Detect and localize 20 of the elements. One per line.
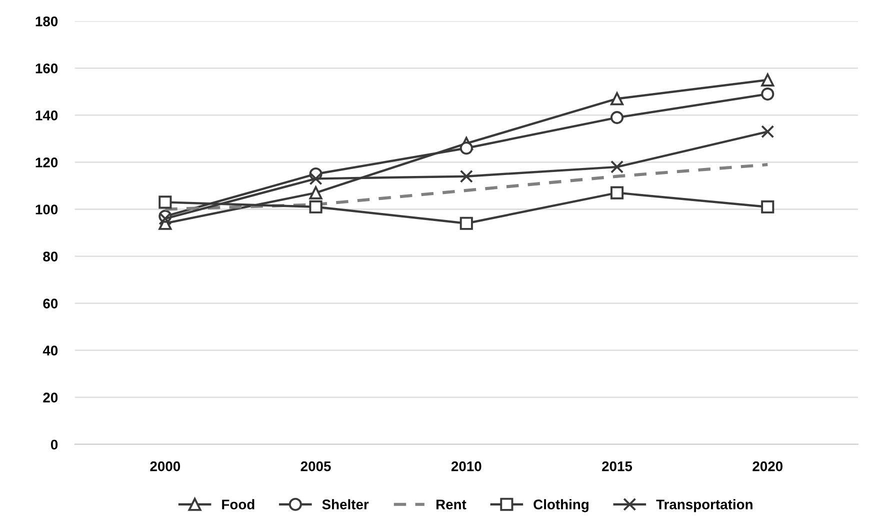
x-tick-label: 2015 xyxy=(602,461,632,472)
x-tick-label: 2020 xyxy=(752,461,783,472)
y-tick-label: 140 xyxy=(36,110,58,120)
y-tick-label: 180 xyxy=(36,16,58,26)
legend-label: Shelter xyxy=(322,499,369,510)
y-tick-label: 60 xyxy=(43,298,58,308)
y-tick-label: 40 xyxy=(42,346,58,356)
x-tick-label: 2000 xyxy=(150,461,180,472)
legend-label: Clothing xyxy=(534,499,588,512)
y-tick-label: 120 xyxy=(36,158,58,168)
x-tick-label: 2005 xyxy=(300,461,331,472)
y-tick-label: 20 xyxy=(43,392,58,403)
y-tick-label: 100 xyxy=(36,204,58,214)
y-tick-label: 160 xyxy=(36,64,58,74)
legend-label: Food xyxy=(222,499,254,510)
y-tick-label: 0 xyxy=(50,440,58,450)
legend-label: Rent xyxy=(436,500,466,510)
legend-label: Transportation xyxy=(656,499,752,512)
x-tick-label: 2010 xyxy=(451,461,482,472)
y-tick-label: 80 xyxy=(43,252,58,262)
